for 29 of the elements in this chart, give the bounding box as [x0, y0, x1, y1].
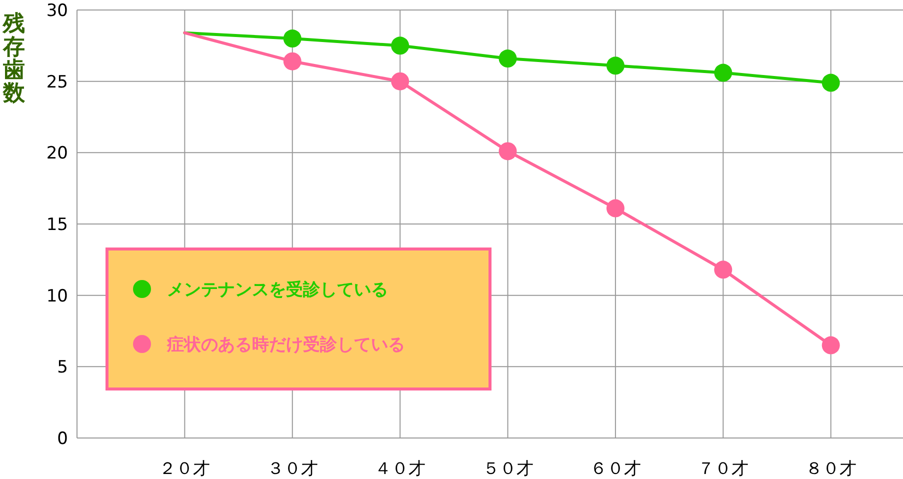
x-tick-label: ４０才 [374, 458, 426, 479]
y-tick-label: 10 [46, 286, 68, 306]
point [391, 36, 410, 55]
point [822, 74, 840, 92]
y-tick-label: 0 [57, 428, 68, 449]
y-tick-label: 5 [57, 358, 68, 378]
y-tick-label: 20 [46, 144, 68, 164]
y-tick-label: 30 [46, 0, 68, 21]
y-tick-label: 25 [46, 72, 68, 92]
point [283, 30, 302, 48]
point [606, 199, 624, 218]
y-tick-label: 15 [46, 214, 68, 235]
x-tick-label: ６０才 [590, 458, 641, 479]
point [606, 56, 624, 75]
point [283, 52, 302, 70]
point [498, 142, 517, 160]
legend-label: メンテナンスを受診している [167, 280, 388, 300]
point [714, 64, 732, 82]
y-axis-title: 残存歯数 [2, 12, 26, 106]
x-tick-label: ８０才 [805, 458, 856, 479]
x-tick-label: ７０才 [698, 458, 749, 479]
point [714, 260, 732, 279]
point [391, 72, 410, 90]
legend-label: 症状のある時だけ受診している [166, 334, 405, 355]
point [498, 50, 517, 68]
x-tick-label: ２０才 [159, 458, 210, 479]
x-tick-label: ５０才 [482, 458, 534, 479]
point [822, 336, 840, 354]
x-tick-label: ３０才 [266, 458, 318, 479]
